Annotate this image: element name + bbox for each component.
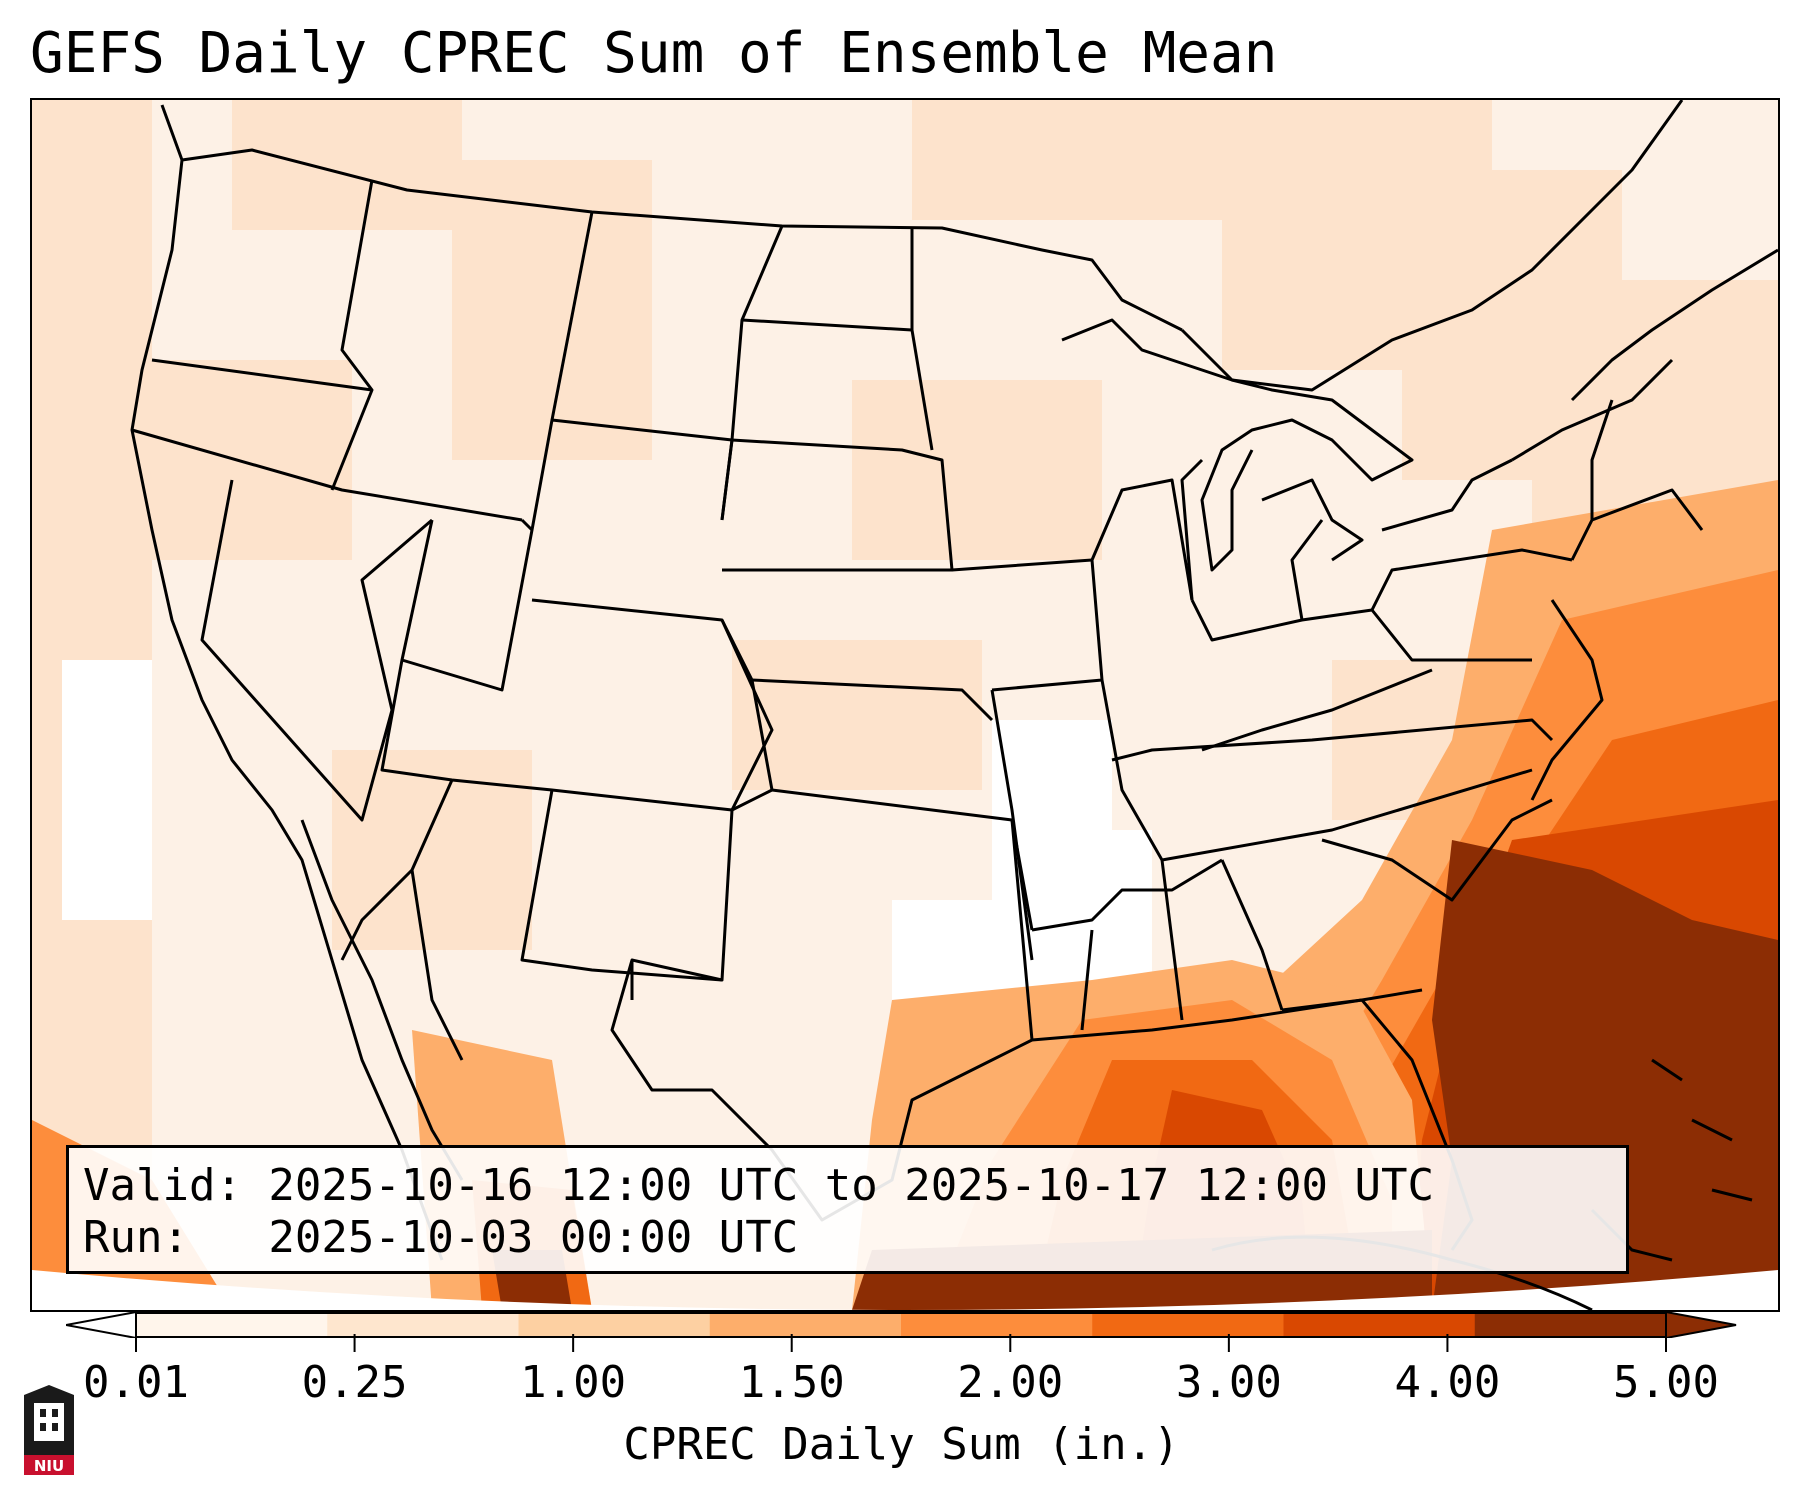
colorbar-segment xyxy=(518,1313,711,1337)
colorbar-label: CPREC Daily Sum (in.) xyxy=(623,1419,1180,1470)
colorbar-tick-label: 5.00 xyxy=(1613,1357,1719,1408)
colorbar xyxy=(66,1312,1737,1338)
colorbar-border xyxy=(135,1312,1667,1338)
map-canvas xyxy=(32,100,1778,1310)
colorbar-segment xyxy=(136,1313,328,1337)
colorbar-ticks xyxy=(135,1334,1667,1352)
colorbar-segment xyxy=(1474,1313,1667,1337)
valid-time-text: Valid: 2025-10-16 12:00 UTC to 2025-10-1… xyxy=(83,1160,1435,1211)
colorbar-segment xyxy=(1092,1313,1284,1337)
run-time-text: Run: 2025-10-03 00:00 UTC xyxy=(83,1212,799,1263)
state-boundaries xyxy=(130,100,1778,1261)
precipitation-map xyxy=(30,98,1780,1312)
colorbar-tick-label: 3.00 xyxy=(1175,1357,1282,1408)
colorbar-segment xyxy=(327,1313,519,1337)
validity-info-box: Valid: 2025-10-16 12:00 UTC to 2025-10-1… xyxy=(66,1145,1629,1274)
map-title: GEFS Daily CPREC Sum of Ensemble Mean xyxy=(30,21,1278,86)
colorbar-tick-label: 1.00 xyxy=(520,1357,627,1408)
colorbar-segment xyxy=(1283,1313,1476,1337)
projection-edge xyxy=(32,1270,1778,1310)
colorbar-tick-label: 0.01 xyxy=(83,1357,189,1408)
niu-logo-icon: NIU xyxy=(24,1385,74,1475)
colorbar-tick-label: 0.25 xyxy=(301,1357,408,1408)
colorbar-segment xyxy=(709,1313,902,1337)
svg-text:NIU: NIU xyxy=(34,1457,64,1475)
colorbar-tick-label: 2.00 xyxy=(957,1357,1064,1408)
colorbar-segment xyxy=(901,1313,1093,1337)
precip-field-white xyxy=(62,660,1152,1040)
colorbar-tick-label: 4.00 xyxy=(1394,1357,1501,1408)
colorbar-tick-label: 1.50 xyxy=(738,1357,845,1408)
